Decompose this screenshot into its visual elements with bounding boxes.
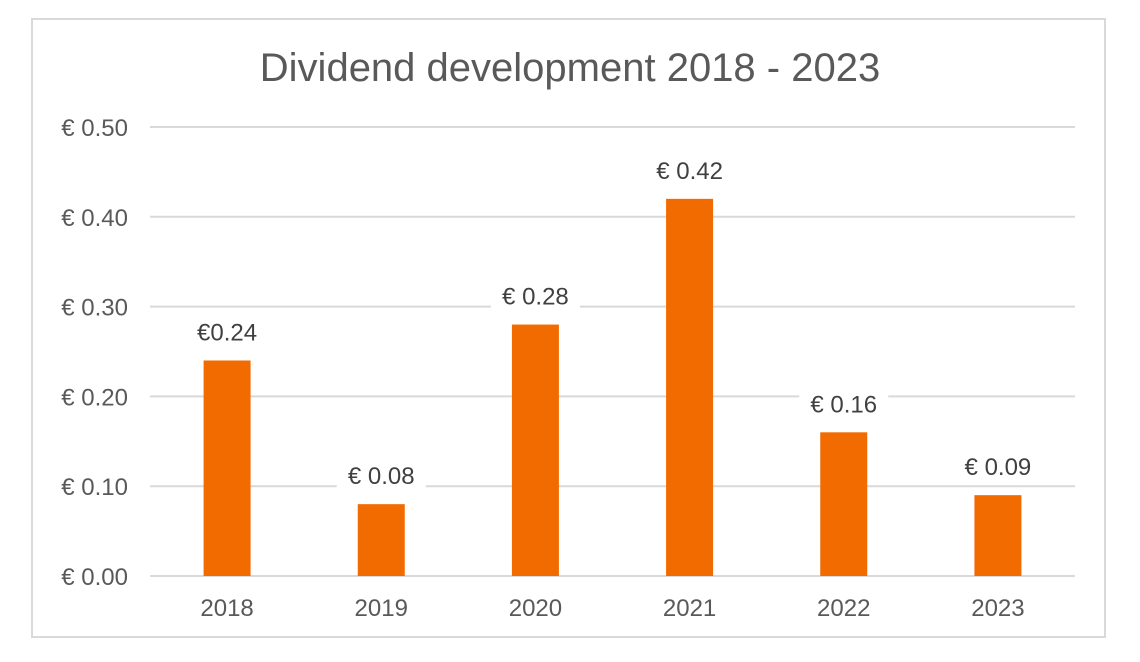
- bar: [203, 360, 251, 576]
- data-label-background: [645, 154, 735, 185]
- data-labels: €0.24 € 0.08 € 0.28 € 0.42 € 0.16 € 0.09: [189, 154, 1043, 491]
- chart-title: Dividend development 2018 - 2023: [260, 46, 880, 90]
- y-tick-label: € 0.10: [61, 474, 128, 501]
- data-label-background: [490, 280, 580, 311]
- bars: [203, 198, 1022, 576]
- data-label: €0.24: [197, 319, 257, 346]
- y-tick-label: € 0.20: [61, 384, 128, 411]
- data-label: € 0.28: [502, 284, 569, 311]
- x-tick-label: 2020: [509, 595, 562, 622]
- bar: [974, 495, 1022, 576]
- data-label: € 0.09: [965, 454, 1032, 481]
- x-tick-label: 2023: [971, 595, 1024, 622]
- data-label-background: [799, 388, 889, 419]
- data-label: € 0.42: [656, 158, 723, 185]
- x-tick-label: 2018: [200, 595, 253, 622]
- bar: [357, 504, 405, 576]
- data-label-background: [189, 316, 265, 347]
- y-tick-label: € 0.40: [61, 205, 128, 232]
- x-tick-label: 2022: [817, 595, 870, 622]
- gridlines: [150, 126, 1075, 577]
- x-axis-ticks: 2018 2019 2020 2021 2022 2023: [200, 595, 1024, 622]
- data-label: € 0.16: [810, 391, 877, 418]
- bar: [820, 432, 868, 576]
- x-tick-label: 2021: [663, 595, 716, 622]
- x-tick-label: 2019: [355, 595, 408, 622]
- bar: [666, 198, 714, 576]
- data-label: € 0.08: [348, 463, 415, 490]
- y-axis-ticks: € 0.00 € 0.10 € 0.20 € 0.30 € 0.40 € 0.50: [61, 115, 128, 591]
- data-label-background: [953, 451, 1043, 482]
- data-label-background: [336, 460, 426, 491]
- y-tick-label: € 0.30: [61, 295, 128, 322]
- y-tick-label: € 0.00: [61, 564, 128, 591]
- bar: [511, 324, 559, 576]
- y-tick-label: € 0.50: [61, 115, 128, 142]
